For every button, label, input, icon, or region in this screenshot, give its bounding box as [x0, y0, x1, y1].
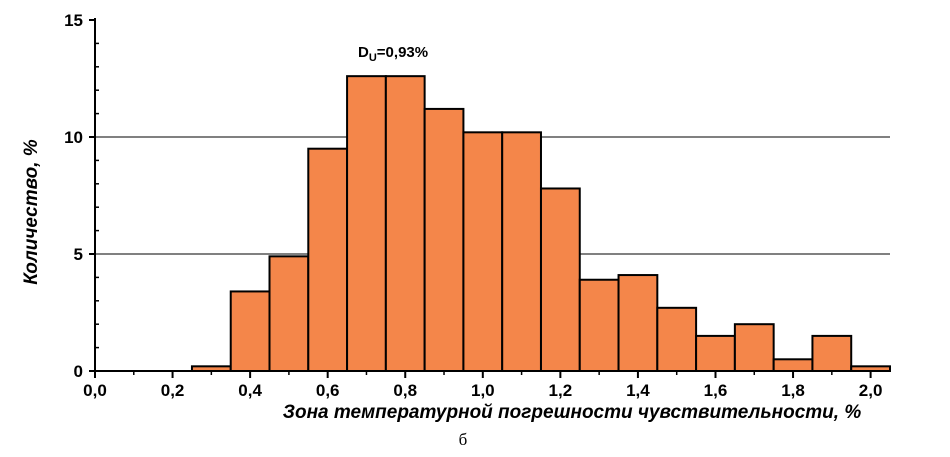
- bar-7: [346, 75, 387, 372]
- bar-4: [229, 290, 271, 372]
- bar-10: [462, 131, 504, 372]
- mean-annotation: DU=0,93%: [358, 44, 428, 64]
- y-axis-title: Количество, %: [21, 139, 42, 284]
- y-tick-label-5: 5: [74, 245, 83, 264]
- bar-17: [733, 323, 775, 373]
- bar-16: [695, 334, 736, 372]
- x-tick-label-0: 0,0: [83, 381, 107, 400]
- x-tick-label-10: 2,0: [859, 381, 883, 400]
- bar-14: [617, 274, 659, 372]
- bar-13: [578, 278, 620, 372]
- y-tick-label-10: 10: [64, 128, 83, 147]
- bar-15: [656, 306, 698, 373]
- bars: [190, 75, 891, 373]
- x-axis-title: Зона температурной погрешности чувствите…: [283, 402, 862, 423]
- x-tick-label-7: 1,4: [626, 381, 650, 400]
- y-tick-label-0: 0: [74, 362, 83, 381]
- histogram-chart: 0,0 0,2 0,4 0,6 0,8 1,0 1,2 1,4 1,6 1,8 2,0 0 5 10 15…: [21, 11, 891, 423]
- x-tick-labels: 0,0 0,2 0,4 0,6 0,8 1,0 1,2 1,4 1,6 1,8 2,0: [83, 381, 882, 400]
- x-tick-label-6: 1,2: [549, 381, 573, 400]
- annotation-main: D: [358, 44, 369, 61]
- x-tick-label-4: 0,8: [393, 381, 417, 400]
- bar-19: [811, 334, 853, 372]
- bar-5: [268, 255, 310, 372]
- x-tick-label-3: 0,6: [316, 381, 340, 400]
- x-tick-label-2: 0,4: [238, 381, 262, 400]
- bar-11: [501, 131, 542, 372]
- figure-caption: б: [458, 430, 468, 449]
- bar-12: [539, 187, 581, 372]
- annotation-value: =0,93%: [377, 44, 428, 61]
- y-tick-label-15: 15: [64, 11, 83, 30]
- axes: [89, 18, 890, 378]
- bar-6: [307, 147, 349, 372]
- bar-8: [384, 75, 426, 372]
- bar-18: [772, 358, 814, 372]
- x-tick-label-1: 0,2: [161, 381, 185, 400]
- x-tick-label-8: 1,6: [704, 381, 728, 400]
- annotation-sub: U: [369, 52, 377, 64]
- x-tick-label-9: 1,8: [781, 381, 805, 400]
- bar-9: [423, 107, 465, 372]
- y-tick-labels: 0 5 10 15: [64, 11, 83, 381]
- x-tick-label-5: 1,0: [471, 381, 495, 400]
